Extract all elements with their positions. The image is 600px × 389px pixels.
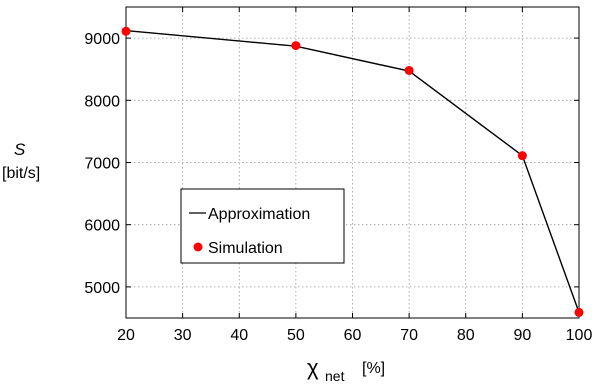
x-axis-symbol: χ: [307, 355, 319, 380]
simulation-point: [121, 26, 131, 36]
x-tick-label: 80: [457, 327, 475, 344]
legend: Approximation Simulation: [180, 188, 345, 264]
axis-ticks: 20 30 40 50 60 70 80 90 100 5000 6000 7000 8000 9000: [84, 7, 592, 344]
y-axis-unit: [bit/s]: [2, 165, 40, 182]
x-axis-subscript: net: [325, 368, 345, 384]
x-tick-label: 100: [566, 327, 593, 344]
x-tick-label: 70: [400, 327, 418, 344]
legend-label-approximation: Approximation: [208, 206, 310, 223]
x-tick-label: 50: [287, 327, 305, 344]
legend-marker-swatch: [193, 242, 203, 252]
series-layer: [121, 26, 584, 317]
y-tick-label: 7000: [84, 156, 120, 173]
simulation-point: [404, 65, 414, 75]
x-tick-label: 30: [174, 327, 192, 344]
y-tick-label: 9000: [84, 31, 120, 48]
simulation-point: [291, 41, 301, 51]
y-tick-label: 8000: [84, 93, 120, 110]
y-tick-label: 5000: [84, 280, 120, 297]
x-tick-label: 40: [230, 327, 248, 344]
x-axis-unit: [%]: [362, 360, 385, 377]
y-tick-label: 6000: [84, 218, 120, 235]
x-tick-label: 60: [344, 327, 362, 344]
simulation-point: [517, 151, 527, 161]
simulation-point: [574, 307, 584, 317]
grid: [126, 7, 579, 318]
x-tick-label: 20: [117, 327, 135, 344]
y-axis-symbol: S: [14, 140, 26, 159]
x-tick-label: 90: [513, 327, 531, 344]
legend-label-simulation: Simulation: [208, 240, 283, 257]
legend-box: [180, 188, 345, 264]
